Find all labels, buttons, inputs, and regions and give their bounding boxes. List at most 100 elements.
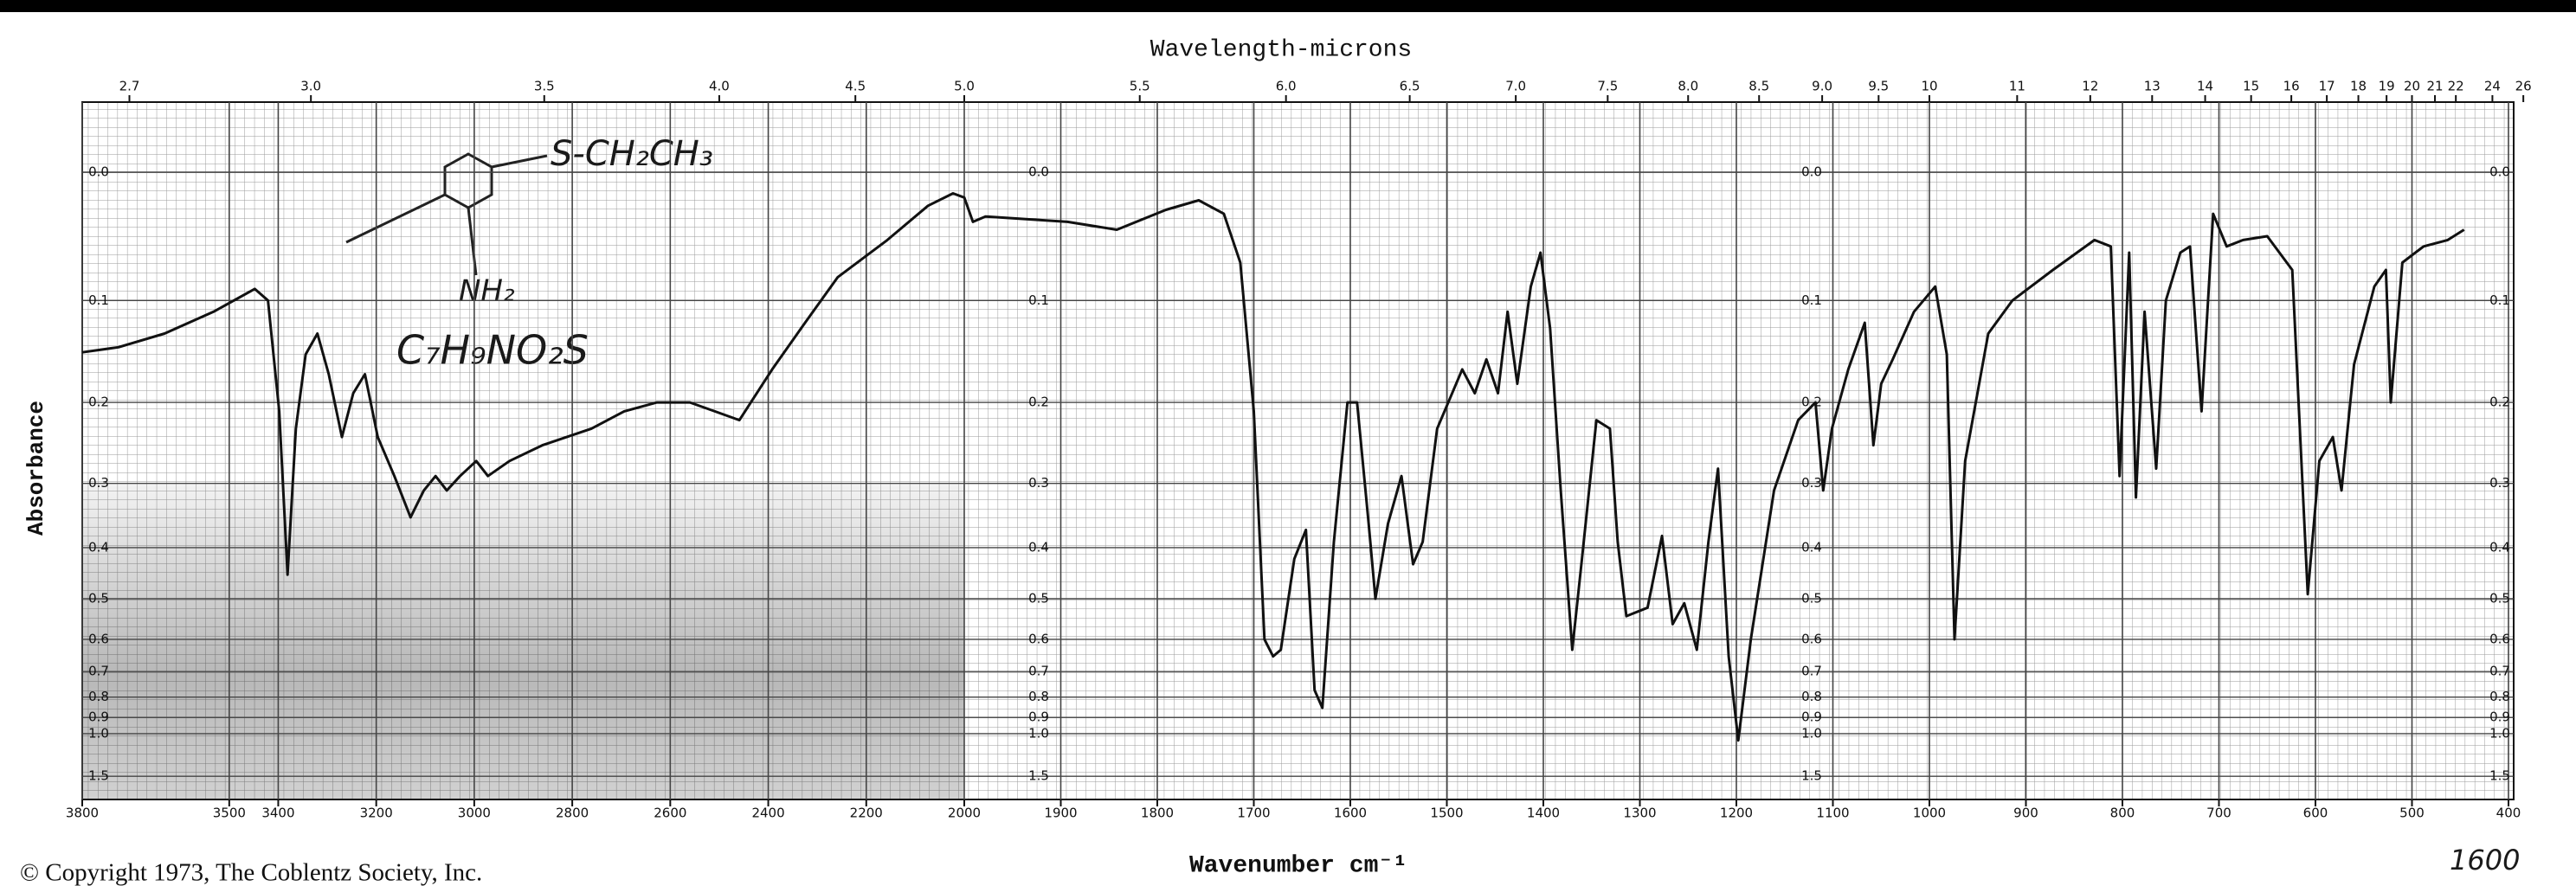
top-tick-label: 13 [2144, 79, 2161, 94]
y-tick-label: 0.8 [2489, 689, 2510, 704]
y-tick-label: 0.0 [1801, 164, 1822, 180]
x-tick-label: 1200 [1720, 806, 1753, 821]
top-tick-label: 4.5 [845, 79, 866, 94]
y-tick-label: 0.9 [2489, 709, 2510, 725]
x-tick-label: 2600 [654, 806, 686, 821]
y-tick-label: 0.6 [88, 631, 109, 646]
y-tick-label: 1.0 [2489, 725, 2510, 741]
y-tick-label: 0.5 [1801, 590, 1822, 606]
annotation: S-CH₂CH₃ [551, 134, 713, 174]
y-tick-label: 0.3 [1801, 475, 1822, 491]
top-tick-label: 7.5 [1597, 79, 1618, 94]
top-tick-label: 14 [2197, 79, 2213, 94]
top-tick-label: 9.5 [1868, 79, 1889, 94]
y-tick-label: 0.2 [1028, 395, 1049, 410]
top-tick-label: 6.0 [1276, 79, 1297, 94]
y-tick-label: 0.9 [1028, 709, 1049, 725]
y-tick-label: 0.0 [2489, 164, 2510, 180]
annotation: 1600 [2450, 844, 2520, 876]
top-tick-label: 26 [2515, 79, 2532, 94]
y-tick-label: 0.7 [88, 664, 109, 679]
y-tick-label: 0.3 [1028, 475, 1049, 491]
top-tick-label: 3.5 [534, 79, 555, 94]
y-tick-label: 0.5 [88, 590, 109, 606]
x-tick-label: 1900 [1044, 806, 1077, 821]
scan-shading [82, 485, 964, 799]
y-tick-label: 1.0 [1028, 725, 1049, 741]
x-tick-label: 1000 [1913, 806, 1946, 821]
y-tick-label: 0.4 [1801, 539, 1822, 555]
chart-title: Wavelength-microns [1150, 36, 1412, 63]
y-tick-label: 1.5 [1028, 768, 1049, 784]
y-tick-label: 0.6 [1801, 631, 1822, 646]
top-tick-label: 18 [2350, 79, 2367, 94]
y-tick-label: 0.5 [1028, 590, 1049, 606]
top-tick-label: 6.5 [1400, 79, 1420, 94]
top-tick-label: 11 [2009, 79, 2025, 94]
y-tick-label: 0.8 [1028, 689, 1049, 704]
x-tick-label: 3200 [360, 806, 393, 821]
x-axis-title: Wavenumber cm⁻¹ [1189, 852, 1407, 879]
top-tick-label: 16 [2283, 79, 2300, 94]
spectrum-line [81, 192, 2465, 742]
x-tick-label: 2400 [751, 806, 784, 821]
top-tick-label: 9.0 [1812, 79, 1832, 94]
y-tick-label: 0.4 [88, 539, 109, 555]
y-tick-label: 1.5 [1801, 768, 1822, 784]
top-tick-label: 22 [2448, 79, 2464, 94]
x-tick-label: 1600 [1334, 806, 1367, 821]
top-tick-label: 7.0 [1505, 79, 1526, 94]
bond [491, 154, 548, 169]
copyright: © Copyright 1973, The Coblentz Society, … [20, 859, 482, 886]
top-tick-label: 24 [2484, 79, 2501, 94]
y-tick-label: 0.9 [88, 709, 109, 725]
y-tick-label: 0.2 [2489, 395, 2510, 410]
y-tick-label: 0.2 [88, 395, 109, 410]
y-tick-label: 0.6 [2489, 631, 2510, 646]
y-tick-label: 0.6 [1028, 631, 1049, 646]
x-tick-label: 2200 [850, 806, 883, 821]
y-tick-label: 0.3 [88, 475, 109, 491]
top-tick-label: 2.7 [119, 79, 140, 94]
y-tick-label: 1.5 [88, 768, 109, 784]
x-tick-label: 3000 [458, 806, 491, 821]
x-tick-label: 3400 [261, 806, 294, 821]
y-tick-label: 0.1 [1801, 292, 1822, 308]
y-axis-title: Absorbance [23, 401, 49, 536]
top-tick-label: 12 [2082, 79, 2098, 94]
x-tick-label: 3800 [66, 806, 99, 821]
top-tick-label: 20 [2404, 79, 2420, 94]
y-tick-label: 1.5 [2489, 768, 2510, 784]
x-tick-label: 400 [2496, 806, 2521, 821]
x-tick-label: 1800 [1141, 806, 1174, 821]
x-tick-label: 1100 [1816, 806, 1849, 821]
y-tick-label: 0.1 [1028, 292, 1049, 308]
y-tick-label: 0.0 [88, 164, 109, 180]
top-tick-label: 4.0 [709, 79, 730, 94]
top-tick-label: 21 [2427, 79, 2444, 94]
top-tick-label: 8.5 [1748, 79, 1769, 94]
x-tick-label: 1300 [1623, 806, 1656, 821]
top-tick-label: 3.0 [300, 79, 321, 94]
x-tick-label: 500 [2399, 806, 2425, 821]
scan-edge [0, 0, 2576, 12]
top-tick-label: 15 [2243, 79, 2259, 94]
y-tick-label: 0.8 [1801, 689, 1822, 704]
top-tick-label: 5.5 [1130, 79, 1150, 94]
top-tick-label: 19 [2379, 79, 2395, 94]
y-tick-label: 0.4 [1028, 539, 1049, 555]
y-tick-label: 0.1 [88, 292, 109, 308]
x-tick-label: 1500 [1430, 806, 1463, 821]
y-tick-label: 0.4 [2489, 539, 2510, 555]
bond [345, 193, 446, 244]
x-tick-label: 1400 [1527, 806, 1560, 821]
y-tick-label: 0.7 [1801, 664, 1822, 679]
annotation: C₇H₉NO₂S [396, 327, 589, 374]
x-tick-label: 900 [2013, 806, 2038, 821]
y-tick-label: 0.7 [2489, 664, 2510, 679]
x-tick-label: 2000 [948, 806, 981, 821]
x-tick-label: 600 [2303, 806, 2328, 821]
y-tick-label: 0.3 [2489, 475, 2510, 491]
x-tick-label: 1700 [1237, 806, 1270, 821]
